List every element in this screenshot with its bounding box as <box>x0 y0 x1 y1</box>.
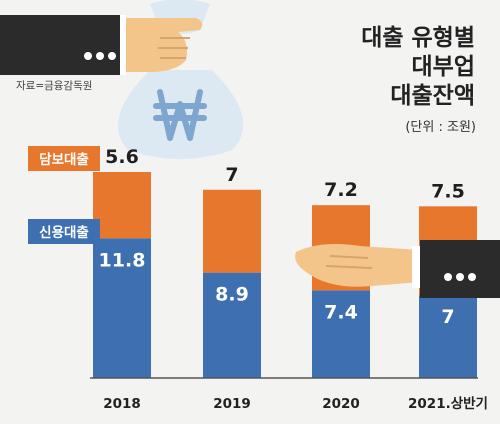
label-secured-1: 7 <box>225 164 238 186</box>
x-tick-label-0: 2018 <box>103 396 141 412</box>
title-line-2: 대부업 <box>412 54 475 80</box>
label-secured-2: 7.2 <box>324 179 358 201</box>
legend-credit-badge <box>28 219 100 244</box>
hand-holding-money-bag-icon <box>0 0 244 159</box>
legend-credit-label: 신용대출 <box>39 224 89 241</box>
bar-secured-0 <box>93 172 151 239</box>
x-tick-label-3: 2021.상반기 <box>408 395 488 412</box>
source-label: 자료=금융감독원 <box>16 80 92 92</box>
x-tick-label-1: 2019 <box>213 396 251 412</box>
bar-secured-1 <box>203 189 261 273</box>
bar-credit-0 <box>93 238 151 378</box>
label-credit-2: 7.4 <box>324 301 358 323</box>
open-hand-receiving-icon <box>295 240 500 298</box>
won-sign-icon <box>153 89 207 141</box>
x-tick-label-2: 2020 <box>322 396 360 412</box>
legend-secured-label: 담보대출 <box>39 151 89 168</box>
title-line-3: 대출잔액 <box>390 83 475 109</box>
legend-secured: 담보대출 <box>28 146 100 171</box>
label-credit-0: 11.8 <box>99 249 146 271</box>
label-secured-3: 7.5 <box>431 180 465 202</box>
chart-title: 대출 유형별 대부업 대출잔액 <box>361 25 475 109</box>
label-credit-3: 7 <box>441 306 454 328</box>
bar-credit-3 <box>419 295 477 378</box>
labels-group: 11.8 5.6 2018 8.9 7 2019 7.4 7.2 2020 7 7.5 2021.상반… <box>99 146 488 412</box>
unit-label: (단위 : 조원) <box>405 120 476 135</box>
bar-credit-2 <box>312 290 370 378</box>
legend-secured-badge <box>28 146 100 171</box>
title-line-1: 대출 유형별 <box>361 25 475 51</box>
label-credit-1: 8.9 <box>215 284 249 306</box>
legend-credit: 신용대출 <box>28 219 100 244</box>
bar-credit-1 <box>203 272 261 378</box>
label-secured-0: 5.6 <box>105 146 139 168</box>
